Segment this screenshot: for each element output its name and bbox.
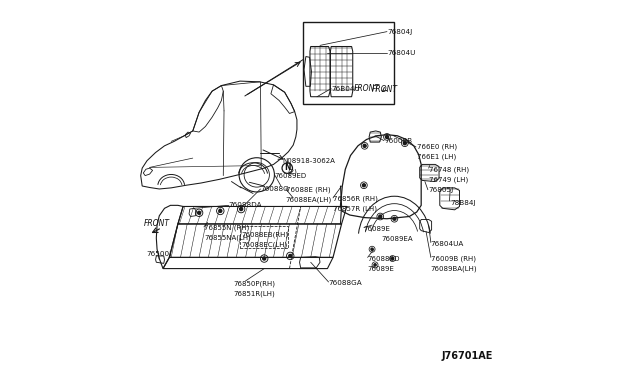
Text: 76089BA(LH): 76089BA(LH) bbox=[431, 265, 477, 272]
Circle shape bbox=[393, 217, 396, 220]
Circle shape bbox=[374, 264, 376, 266]
Circle shape bbox=[289, 254, 292, 257]
Circle shape bbox=[363, 144, 366, 147]
Text: 76089EA: 76089EA bbox=[381, 236, 413, 242]
Text: 76088GA: 76088GA bbox=[328, 280, 362, 286]
Circle shape bbox=[385, 135, 388, 138]
Text: 76749 (LH): 76749 (LH) bbox=[429, 176, 468, 183]
Text: 766E1 (LH): 766E1 (LH) bbox=[417, 154, 456, 160]
Text: 76748 (RH): 76748 (RH) bbox=[429, 166, 468, 173]
Text: N: N bbox=[284, 163, 291, 172]
Text: 76088EA(LH): 76088EA(LH) bbox=[286, 196, 332, 203]
Text: 76088E (RH): 76088E (RH) bbox=[286, 186, 330, 193]
Text: 76855NA(LH): 76855NA(LH) bbox=[204, 234, 251, 241]
Text: FRONT: FRONT bbox=[372, 85, 398, 94]
Text: 76089E: 76089E bbox=[364, 226, 391, 232]
Circle shape bbox=[392, 257, 394, 260]
Text: 76500J: 76500J bbox=[146, 251, 171, 257]
Text: 76804UA: 76804UA bbox=[431, 241, 464, 247]
Text: 76088EB(RH): 76088EB(RH) bbox=[242, 232, 289, 238]
Bar bbox=[240, 226, 289, 248]
Text: (2): (2) bbox=[287, 169, 298, 175]
Text: 76088G: 76088G bbox=[260, 186, 289, 192]
Text: FRONT: FRONT bbox=[353, 84, 380, 93]
Text: 76008B: 76008B bbox=[384, 138, 412, 144]
Text: 76856R (RH): 76856R (RH) bbox=[333, 196, 378, 202]
Text: 76804J: 76804J bbox=[388, 29, 413, 35]
Text: 76850P(RH): 76850P(RH) bbox=[234, 280, 276, 287]
Circle shape bbox=[239, 208, 243, 211]
Text: 76851R(LH): 76851R(LH) bbox=[234, 290, 275, 297]
Text: J76701AE: J76701AE bbox=[442, 352, 493, 361]
Circle shape bbox=[379, 215, 381, 218]
Text: 76B04U: 76B04U bbox=[331, 86, 360, 92]
Text: N08918-3062A: N08918-3062A bbox=[282, 158, 335, 164]
Text: 76805J: 76805J bbox=[429, 187, 454, 193]
Circle shape bbox=[262, 257, 266, 260]
Text: 76088DA: 76088DA bbox=[229, 202, 262, 208]
Text: 76088EC(LH): 76088EC(LH) bbox=[242, 242, 288, 248]
Circle shape bbox=[362, 184, 365, 187]
Text: 76009B (RH): 76009B (RH) bbox=[431, 255, 476, 262]
Circle shape bbox=[371, 248, 373, 250]
Bar bbox=[303, 22, 394, 104]
Circle shape bbox=[403, 142, 406, 145]
Text: 76089E: 76089E bbox=[367, 266, 394, 272]
Text: 76089ED: 76089ED bbox=[275, 173, 307, 179]
Circle shape bbox=[219, 209, 222, 212]
Text: 76088BD: 76088BD bbox=[367, 256, 400, 262]
Text: 766E0 (RH): 766E0 (RH) bbox=[417, 144, 457, 150]
Text: 76804U: 76804U bbox=[388, 50, 416, 56]
Text: 76855N (RH): 76855N (RH) bbox=[204, 224, 249, 231]
Text: 76857R (LH): 76857R (LH) bbox=[333, 206, 377, 212]
Circle shape bbox=[198, 211, 200, 214]
Text: FRONT: FRONT bbox=[144, 219, 170, 228]
Text: 78B84J: 78B84J bbox=[450, 200, 476, 206]
